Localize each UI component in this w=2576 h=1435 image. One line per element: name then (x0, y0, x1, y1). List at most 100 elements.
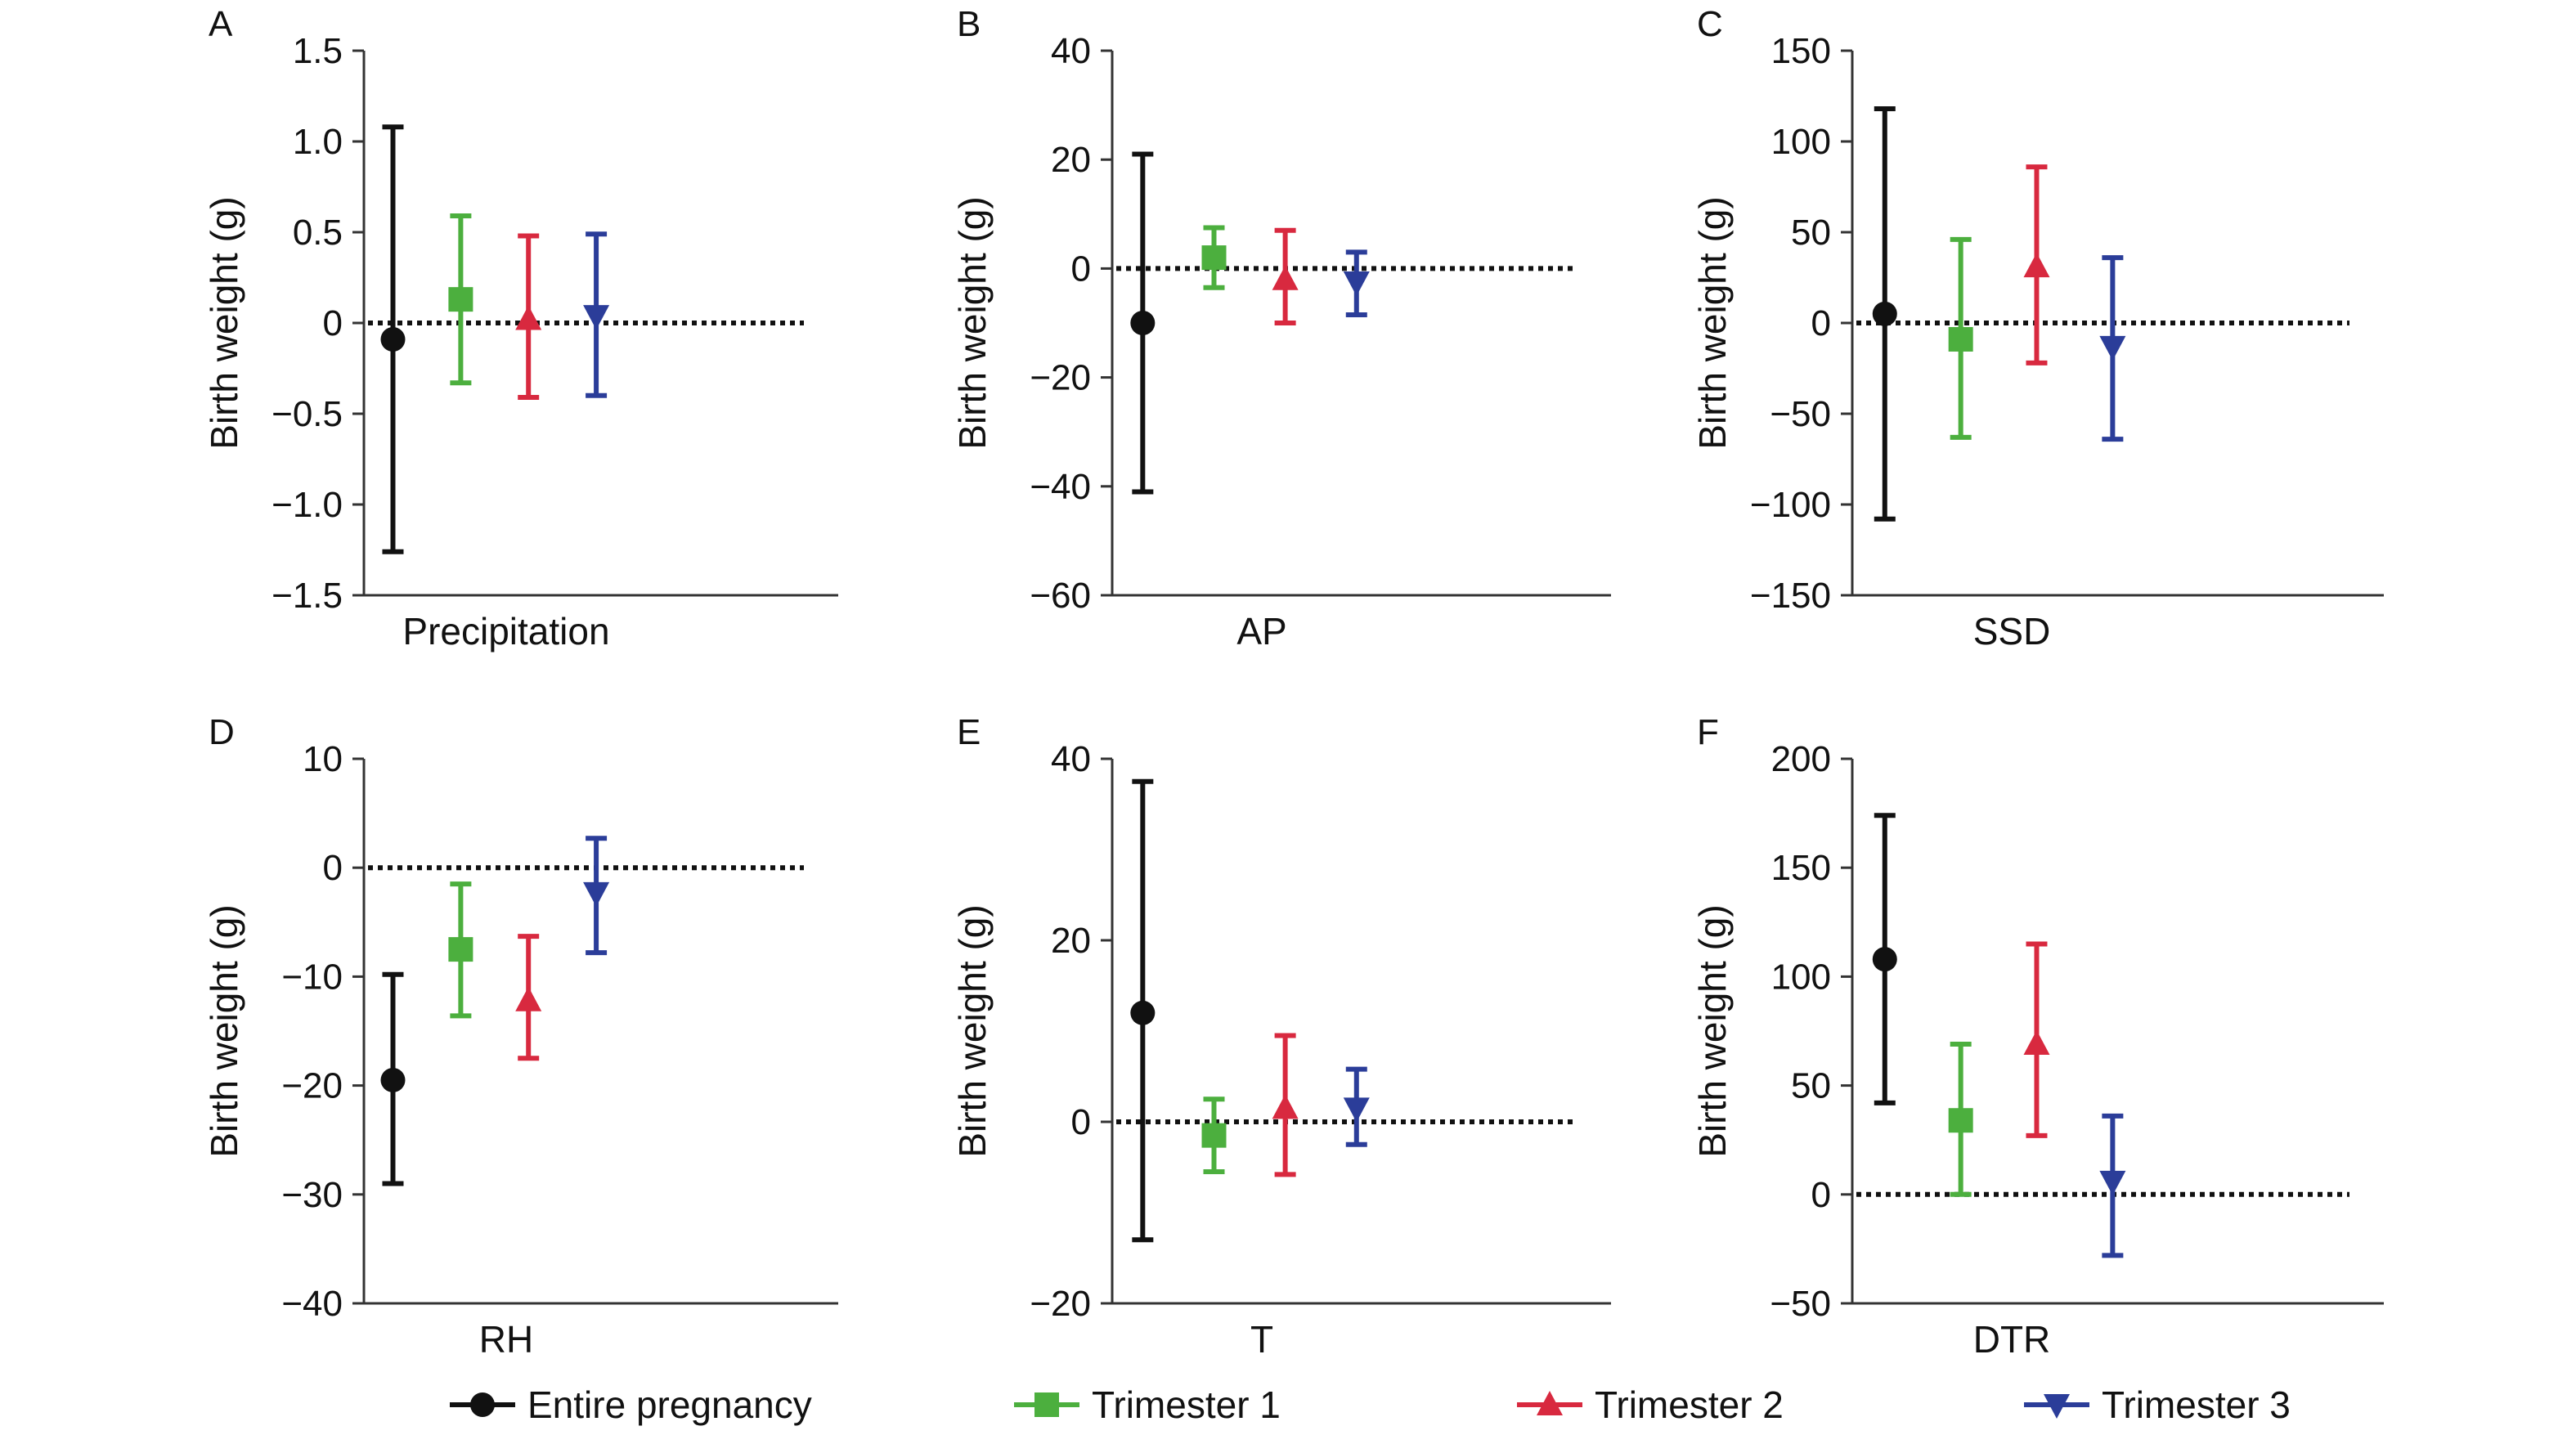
panel-e-ytick-label: −20 (1030, 1284, 1091, 1324)
panel-f-series-trimester-3 (2099, 1113, 2126, 1258)
panel-b-ytick-label: −60 (1030, 576, 1091, 616)
panel-f-ytick-label: 150 (1771, 848, 1831, 888)
panel-d-ytick-label: −20 (281, 1066, 343, 1106)
panel-e-x-axis-title: T (1250, 1318, 1273, 1361)
panel-b-ytick-label: 0 (1071, 249, 1091, 289)
legend: Entire pregnancy Trimester 1 Trimester 2 Tr… (450, 1383, 2291, 1426)
panel-c-series-trimester-2 (2023, 164, 2050, 365)
panel-f-trimester-2-point (2023, 1029, 2050, 1055)
panels: A 1.5 1.0 0.5 0 −0.5 −1.0 −1.5 Birth weight (g) P… (203, 4, 2384, 1361)
panel-c-trimester-2-point (2023, 253, 2050, 278)
panel-a-ytick-label: 0 (323, 303, 343, 343)
panel-d-series-trimester-3 (583, 836, 610, 956)
panel-c-letter: C (1697, 4, 1723, 44)
panel-f-trimester-1-point (1948, 1108, 1973, 1133)
panel-e-trimester-3-point (1343, 1097, 1370, 1123)
panel-a-ytick-label: −1.5 (272, 576, 343, 616)
panel-e-ytick-label: 20 (1051, 921, 1091, 961)
panel-c-ytick-label: −50 (1770, 394, 1831, 434)
panel-d-series-trimester-1 (448, 881, 473, 1019)
panel-f-ytick-label: 100 (1771, 957, 1831, 997)
panel-d-trimester-1-point (448, 937, 473, 962)
panel-c-x-axis-title: SSD (1973, 610, 2051, 652)
panel-e-entire-pregnancy-point (1130, 1000, 1156, 1025)
panel-a-letter: A (209, 4, 233, 44)
panel-e-trimester-2-point (1272, 1094, 1299, 1119)
panel-a-ytick-label: −1.0 (272, 485, 343, 525)
panel-c-series-entire-pregnancy (1872, 106, 1897, 522)
panel-a-ytick-label: 1.5 (293, 31, 343, 71)
panel-a-ytick-label: 1.0 (293, 122, 343, 162)
panel-b-trimester-1-point (1201, 245, 1227, 271)
legend-trimester-2-marker (1537, 1391, 1563, 1415)
panel-a: A 1.5 1.0 0.5 0 −0.5 −1.0 −1.5 Birth weight (g) P… (203, 4, 838, 652)
panel-c-trimester-1-point (1948, 326, 1973, 352)
panel-d-ytick-label: 0 (323, 848, 343, 888)
legend-trimester-1-label: Trimester 1 (1092, 1383, 1281, 1426)
legend-item-entire-pregnancy: Entire pregnancy (450, 1383, 812, 1426)
legend-trimester-3-label: Trimester 3 (2102, 1383, 2291, 1426)
panel-a-series-trimester-2 (515, 233, 542, 401)
panel-c-ytick-label: −150 (1750, 576, 1831, 616)
panel-d-ytick-label: 10 (303, 739, 343, 779)
panel-a-series-trimester-3 (583, 231, 610, 398)
panel-f-ytick-label: −50 (1770, 1284, 1831, 1324)
legend-trimester-2-label: Trimester 2 (1595, 1383, 1784, 1426)
panel-e: E 40 20 0 −20 Birth weight (g) T (951, 712, 1611, 1361)
panel-f-y-axis-title: Birth weight (g) (1691, 904, 1734, 1157)
panel-c-ytick-label: 50 (1791, 213, 1831, 253)
panel-c-series-trimester-3 (2099, 255, 2126, 442)
panel-d-ytick-label: −40 (281, 1284, 343, 1324)
panel-a-trimester-3-point (583, 305, 610, 330)
panel-f: F 200 150 100 50 0 −50 Birth weight (g) DTR (1691, 712, 2384, 1361)
panel-b-y-axis-title: Birth weight (g) (951, 196, 994, 449)
panel-b-ytick-label: −40 (1030, 467, 1091, 507)
panel-b-entire-pregnancy-point (1130, 311, 1156, 335)
panel-b-ytick-label: −20 (1030, 358, 1091, 398)
legend-entire-pregnancy-marker (470, 1392, 495, 1417)
panel-b-series-trimester-1 (1201, 225, 1227, 290)
panel-c-trimester-3-point (2099, 335, 2126, 361)
panel-e-trimester-1-point (1201, 1123, 1227, 1148)
panel-a-entire-pregnancy-point (380, 326, 406, 352)
panel-f-x-axis-title: DTR (1973, 1318, 2051, 1361)
panel-d-ytick-label: −30 (281, 1175, 343, 1215)
panel-e-letter: E (957, 712, 981, 752)
panel-d-entire-pregnancy-point (380, 1067, 406, 1092)
legend-item-trimester-1: Trimester 1 (1014, 1383, 1281, 1426)
panel-a-ytick-label: −0.5 (272, 394, 343, 434)
panel-b-series-trimester-3 (1343, 249, 1370, 318)
panel-c: C 150 100 50 0 −50 −100 −150 Birth weight (g) SSD (1691, 4, 2384, 652)
panel-f-letter: F (1697, 712, 1719, 752)
panel-a-trimester-1-point (448, 287, 473, 312)
panel-d-letter: D (209, 712, 235, 752)
panel-f-series-trimester-2 (2023, 941, 2050, 1138)
panel-f-series-entire-pregnancy (1872, 813, 1897, 1105)
panel-b: B 40 20 0 −20 −40 −60 Birth weight (g) AP (951, 4, 1611, 652)
panel-a-y-axis-title: Birth weight (g) (203, 196, 245, 449)
panel-c-ytick-label: 100 (1771, 122, 1831, 162)
panel-b-ytick-label: 20 (1051, 140, 1091, 180)
panel-b-series-trimester-2 (1272, 227, 1299, 325)
legend-trimester-1-marker (1034, 1392, 1059, 1417)
panel-f-trimester-3-point (2099, 1170, 2126, 1195)
panel-c-y-axis-title: Birth weight (g) (1691, 196, 1734, 449)
panel-f-ytick-label: 50 (1791, 1066, 1831, 1106)
panel-e-series-trimester-1 (1201, 1096, 1227, 1175)
panel-f-ytick-label: 200 (1771, 739, 1831, 779)
panel-e-ytick-label: 0 (1071, 1102, 1091, 1142)
panel-c-entire-pregnancy-point (1872, 301, 1897, 326)
panel-c-ytick-label: 0 (1811, 303, 1831, 343)
panel-d-trimester-2-point (515, 986, 542, 1011)
panel-c-series-trimester-1 (1948, 236, 1973, 440)
panel-f-ytick-label: 0 (1811, 1175, 1831, 1215)
panel-d-ytick-label: −10 (281, 957, 343, 997)
panel-b-series-entire-pregnancy (1130, 151, 1156, 495)
panel-c-ytick-label: −100 (1750, 485, 1831, 525)
panel-a-series-entire-pregnancy (380, 124, 406, 554)
panel-b-letter: B (957, 4, 981, 44)
panel-d: D 10 0 −10 −20 −30 −40 Birth weight (g) RH (203, 712, 838, 1361)
panel-b-trimester-2-point (1272, 265, 1299, 290)
legend-item-trimester-2: Trimester 2 (1517, 1383, 1784, 1426)
legend-entire-pregnancy-label: Entire pregnancy (527, 1383, 812, 1426)
